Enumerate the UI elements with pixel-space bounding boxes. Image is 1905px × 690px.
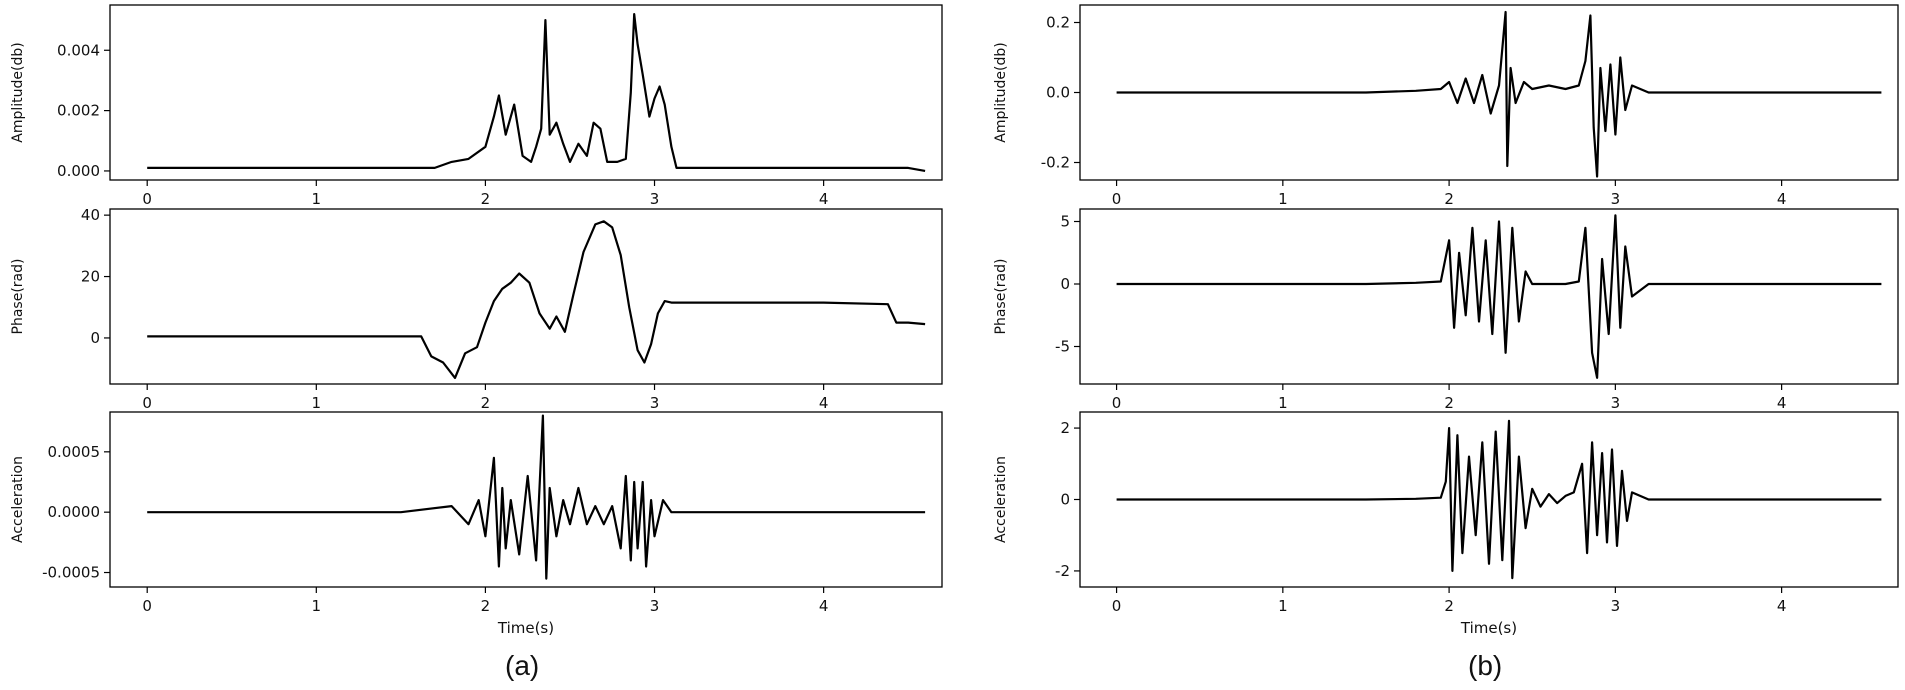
series-line [147,220,926,379]
axes-frame [109,411,943,588]
axes-frame [109,4,943,181]
x-tick-label: 2 [1444,190,1454,208]
plot-b-1: 0 1 2 3 4 5 0 -5 Phase(rad) [993,208,1899,412]
y-tick-label: 0.002 [57,102,100,120]
x-tick-label: 1 [312,597,322,615]
x-tick-label: 3 [1611,597,1621,615]
x-tick-label: 2 [481,394,491,412]
y-axis-label: Amplitude(db) [10,42,26,142]
x-tick-label: 3 [650,394,660,412]
y-tick-label: 0 [1060,491,1070,509]
plot-b-0: 0 1 2 3 4 0.2 0.0 -0.2 Amplitude(db) [993,4,1899,208]
x-tick-label: 3 [1611,190,1621,208]
caption-a: (a) [505,650,540,681]
x-tick-label: 0 [1112,597,1122,615]
plot-b-2: 0 1 2 3 4 2 0 -2 Acceleration Time(s) [993,411,1899,637]
series-line [147,13,926,172]
x-tick-label: 3 [1611,394,1621,412]
x-tick-label: 4 [1777,597,1787,615]
series-line [1116,419,1882,580]
y-tick-label: -0.0005 [42,564,100,582]
y-tick-label: 0.0 [1046,84,1070,102]
y-tick-label: 40 [81,206,100,224]
y-axis-label: Acceleration [10,456,26,543]
caption-b: (b) [1468,650,1503,681]
x-tick-label: 1 [312,190,322,208]
plot-a-0: 0 1 2 3 4 0.000 0.002 0.004 Amplitude(db) [10,4,943,208]
x-tick-label: 0 [1112,190,1122,208]
x-tick-label: 4 [819,394,829,412]
x-tick-label: 4 [819,597,829,615]
x-tick-label: 2 [481,190,491,208]
y-tick-label: 5 [1060,213,1070,231]
plot-a-2: 0 1 2 3 4 0.0005 0.0000 -0.0005 Acceleration Time… [10,411,943,637]
x-tick-label: 4 [819,190,829,208]
x-axis-label: Time(s) [497,619,554,637]
x-axis-label: Time(s) [1460,619,1517,637]
x-tick-label: 2 [1444,394,1454,412]
x-tick-label: 0 [142,190,152,208]
series-line [1116,10,1882,178]
x-tick-label: 3 [650,597,660,615]
x-tick-label: 0 [142,394,152,412]
axes-frame [109,208,943,385]
series-line [147,414,926,580]
x-tick-label: 2 [1444,597,1454,615]
series-line [1116,214,1882,379]
x-tick-label: 2 [481,597,491,615]
x-tick-label: 4 [1777,394,1787,412]
y-tick-label: 0.000 [57,162,100,180]
y-tick-label: 0.004 [57,41,100,59]
y-tick-label: -2 [1055,562,1070,580]
y-tick-label: -0.2 [1041,154,1070,172]
y-axis-label: Acceleration [993,456,1009,543]
axes-frame [1079,208,1899,385]
x-tick-label: 1 [1278,394,1288,412]
y-axis-label: Phase(rad) [10,259,26,335]
y-tick-label: 0.0005 [48,443,101,461]
x-tick-label: 1 [1278,597,1288,615]
y-tick-label: 0 [1060,275,1070,293]
y-tick-label: -5 [1055,338,1070,356]
x-tick-label: 0 [1112,394,1122,412]
x-tick-label: 0 [142,597,152,615]
x-tick-label: 3 [650,190,660,208]
y-tick-label: 0.0000 [48,503,101,521]
y-tick-label: 0.2 [1046,14,1070,32]
x-tick-label: 1 [312,394,322,412]
y-tick-label: 20 [81,268,100,286]
y-tick-label: 2 [1060,419,1070,437]
y-tick-label: 0 [90,329,100,347]
y-axis-label: Phase(rad) [993,259,1009,335]
y-axis-label: Amplitude(db) [993,42,1009,142]
x-tick-label: 4 [1777,190,1787,208]
x-tick-label: 1 [1278,190,1288,208]
